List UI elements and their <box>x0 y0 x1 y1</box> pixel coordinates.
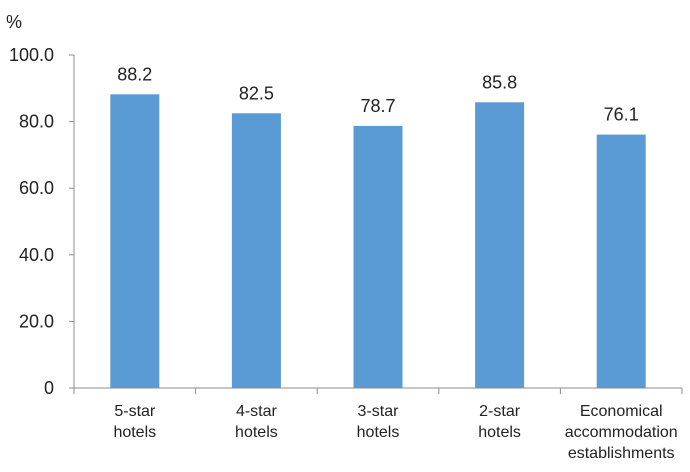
category-label: 2-star hotels <box>478 403 521 441</box>
category-label-line: 3-star <box>358 403 400 420</box>
data-labels-group: 88.2 82.5 78.7 85.8 76.1 <box>117 64 638 124</box>
category-label-line: establishments <box>568 445 675 462</box>
category-label: Economical accommodation establishments <box>565 403 678 462</box>
y-tick-label: 80.0 <box>19 112 54 132</box>
bar <box>596 134 646 388</box>
bar <box>353 125 403 388</box>
bar-value-label: 88.2 <box>117 64 152 84</box>
y-axis: 0 20.0 40.0 60.0 80.0 100.0 <box>9 45 75 398</box>
category-label-line: 5-star <box>114 403 156 420</box>
bar-value-label: 85.8 <box>482 72 517 92</box>
y-tick-label: 100.0 <box>9 45 54 65</box>
category-label-line: Economical <box>580 403 663 420</box>
category-label-line: 4-star <box>236 403 278 420</box>
y-tick-label: 20.0 <box>19 311 54 331</box>
category-label-line: hotels <box>478 424 521 441</box>
bar <box>475 102 525 388</box>
bar <box>231 113 281 389</box>
category-label-line: hotels <box>113 424 156 441</box>
y-tick-label: 0 <box>44 378 54 398</box>
bar <box>110 94 160 388</box>
category-label-line: 2-star <box>479 403 521 420</box>
category-label: 5-star hotels <box>113 403 156 441</box>
bar-value-label: 76.1 <box>604 105 639 125</box>
category-label-line: hotels <box>235 424 278 441</box>
category-label-line: hotels <box>357 424 400 441</box>
x-axis <box>73 387 683 394</box>
bar-value-label: 78.7 <box>360 96 395 116</box>
bar-value-label: 82.5 <box>239 83 274 103</box>
category-label-line: accommodation <box>565 424 678 441</box>
category-label: 4-star hotels <box>235 403 278 441</box>
y-tick-label: 60.0 <box>19 178 54 198</box>
category-label: 3-star hotels <box>357 403 400 441</box>
bars-group <box>110 94 646 389</box>
y-axis-unit-label: % <box>6 12 22 32</box>
y-tick-label: 40.0 <box>19 245 54 265</box>
